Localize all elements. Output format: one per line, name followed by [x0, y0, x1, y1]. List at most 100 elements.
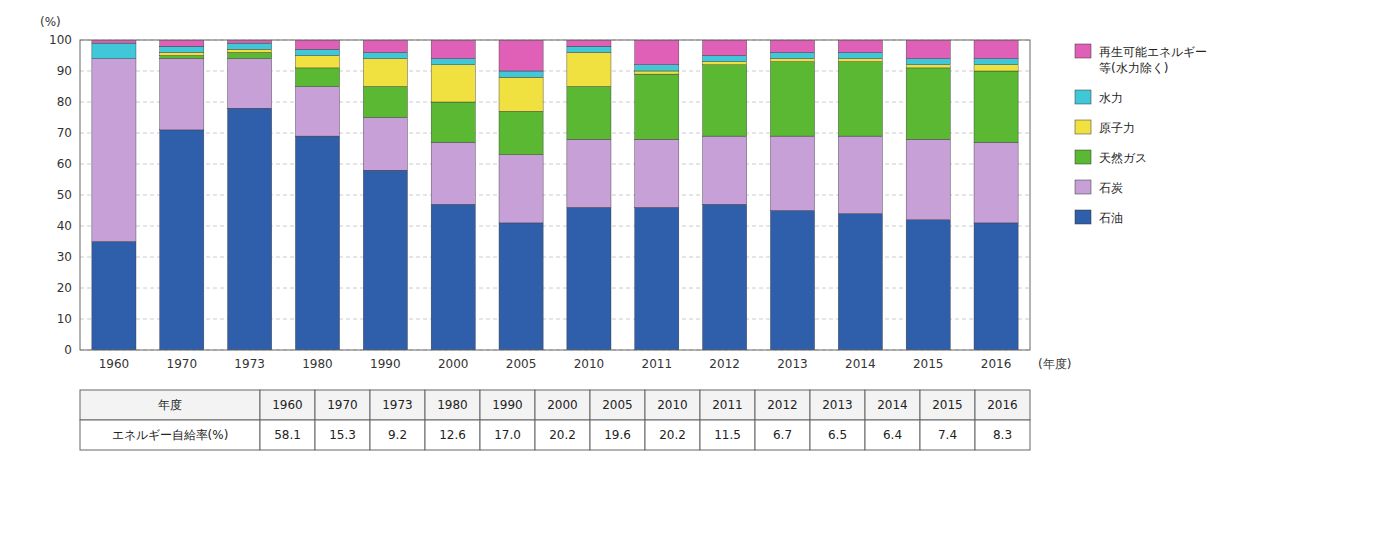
- bar-segment: [703, 40, 747, 56]
- legend-label: 天然ガス: [1099, 151, 1147, 165]
- legend-swatch: [1075, 120, 1091, 134]
- bar-segment: [974, 59, 1018, 65]
- table-value: 15.3: [329, 428, 356, 442]
- grid-line: [80, 71, 1030, 72]
- bar-segment: [431, 59, 475, 65]
- bar-segment: [295, 40, 339, 49]
- bar-segment: [363, 59, 407, 87]
- bar-segment: [770, 59, 814, 62]
- legend-label-line: 石油: [1099, 211, 1123, 225]
- bar-segment: [228, 59, 272, 109]
- legend-swatch: [1075, 210, 1091, 224]
- table-value: 17.0: [494, 428, 521, 442]
- bar-segment: [363, 118, 407, 171]
- bar-segment: [363, 87, 407, 118]
- bar-segment: [567, 46, 611, 52]
- table-cell: [975, 390, 1030, 420]
- bars: [92, 40, 1018, 350]
- bar-segment: [974, 40, 1018, 59]
- bar-segment: [906, 40, 950, 59]
- table-cell: [535, 420, 590, 450]
- bar-segment: [295, 87, 339, 137]
- legend-label: 再生可能エネルギー等(水力除く): [1099, 45, 1207, 75]
- bar-segment: [567, 207, 611, 350]
- x-tick-label: 1990: [370, 357, 401, 371]
- table-cell: [700, 420, 755, 450]
- legend-swatch: [1075, 90, 1091, 104]
- x-axis: 1960197019731980199020002005201020112012…: [99, 357, 1012, 371]
- table: 年度19601970197319801990200020052010201120…: [80, 390, 1030, 450]
- x-tick-label: 1973: [234, 357, 265, 371]
- y-tick-label: 80: [57, 95, 72, 109]
- table-value: 12.6: [439, 428, 466, 442]
- table-cell: [590, 390, 645, 420]
- bar-segment: [567, 87, 611, 140]
- bar-segment: [160, 130, 204, 350]
- legend-label-line: 原子力: [1099, 121, 1135, 135]
- bar-segment: [228, 108, 272, 350]
- bar-segment: [228, 52, 272, 58]
- table-cell: [700, 390, 755, 420]
- bar-segment: [635, 71, 679, 74]
- x-tick-label: 1980: [302, 357, 333, 371]
- bar-segment: [160, 46, 204, 52]
- bar-segment: [431, 40, 475, 59]
- bar-segment: [838, 59, 882, 62]
- bar-segment: [431, 142, 475, 204]
- table-value: 2016: [987, 398, 1018, 412]
- bar-segment: [838, 214, 882, 350]
- table-cell: [480, 390, 535, 420]
- grid-line: [80, 319, 1030, 320]
- table-value: 1990: [492, 398, 523, 412]
- table-row-label: 年度: [158, 398, 182, 412]
- table-value: 20.2: [549, 428, 576, 442]
- bar-segment: [906, 220, 950, 350]
- bar-segment: [635, 139, 679, 207]
- x-tick-label: 2010: [574, 357, 605, 371]
- bar-segment: [906, 68, 950, 139]
- legend-swatch: [1075, 44, 1091, 58]
- grid-line: [80, 133, 1030, 134]
- bar-segment: [838, 52, 882, 58]
- grid-line: [80, 164, 1030, 165]
- y-tick-label: 50: [57, 188, 72, 202]
- x-tick-label: 2015: [913, 357, 944, 371]
- bar-segment: [92, 59, 136, 242]
- grid-line: [80, 195, 1030, 196]
- bar-segment: [431, 204, 475, 350]
- x-tick-label: 2013: [777, 357, 808, 371]
- table-row-label: エネルギー自給率(%): [112, 428, 229, 442]
- y-tick-label: 10: [57, 312, 72, 326]
- bar-segment: [567, 40, 611, 46]
- x-tick-label: 1970: [167, 357, 198, 371]
- bar-segment: [363, 40, 407, 52]
- y-tick-label: 60: [57, 157, 72, 171]
- legend-label: 石炭: [1099, 181, 1123, 195]
- legend-label-line: 水力: [1099, 91, 1123, 105]
- bar-segment: [770, 40, 814, 52]
- bar-segment: [160, 59, 204, 130]
- table-value: 9.2: [388, 428, 407, 442]
- bar-segment: [703, 56, 747, 62]
- bar-segment: [635, 74, 679, 139]
- bar-segment: [770, 62, 814, 136]
- bar-segment: [635, 207, 679, 350]
- y-tick-label: 90: [57, 64, 72, 78]
- bar-segment: [838, 40, 882, 52]
- table-cell: [755, 420, 810, 450]
- table-value: 8.3: [993, 428, 1012, 442]
- legend: 再生可能エネルギー等(水力除く) 水力原子力天然ガス石炭石油: [1075, 44, 1207, 225]
- bar-segment: [499, 155, 543, 223]
- table-cell: [370, 420, 425, 450]
- legend-label: 原子力: [1099, 121, 1135, 135]
- table-cell: [535, 390, 590, 420]
- table-value: 6.4: [883, 428, 902, 442]
- bar-segment: [906, 59, 950, 65]
- bar-segment: [703, 65, 747, 136]
- table-value: 2005: [602, 398, 633, 412]
- bar-segment: [974, 223, 1018, 350]
- x-axis-label: (年度): [1038, 357, 1071, 371]
- x-tick-label: 2012: [709, 357, 740, 371]
- table-value: 19.6: [604, 428, 631, 442]
- table-cell: [315, 420, 370, 450]
